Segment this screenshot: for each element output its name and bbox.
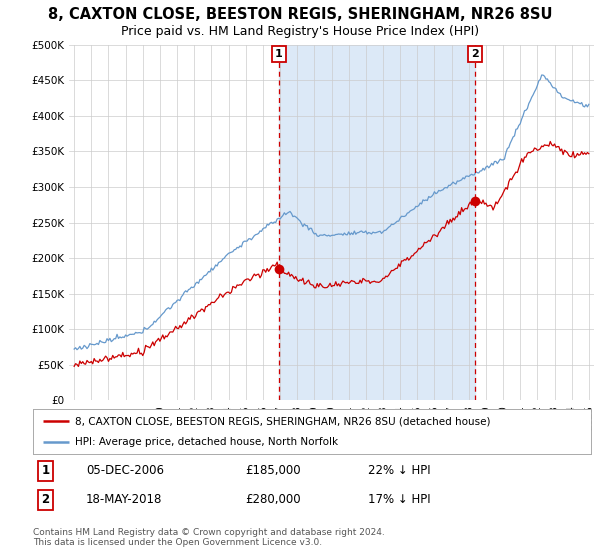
Text: 2: 2 xyxy=(41,493,49,506)
Text: 8, CAXTON CLOSE, BEESTON REGIS, SHERINGHAM, NR26 8SU: 8, CAXTON CLOSE, BEESTON REGIS, SHERINGH… xyxy=(48,7,552,22)
Text: 8, CAXTON CLOSE, BEESTON REGIS, SHERINGHAM, NR26 8SU (detached house): 8, CAXTON CLOSE, BEESTON REGIS, SHERINGH… xyxy=(75,416,490,426)
Text: Contains HM Land Registry data © Crown copyright and database right 2024.
This d: Contains HM Land Registry data © Crown c… xyxy=(33,528,385,547)
Text: 2: 2 xyxy=(472,49,479,59)
Text: 1: 1 xyxy=(275,49,283,59)
Text: 17% ↓ HPI: 17% ↓ HPI xyxy=(368,493,430,506)
Text: HPI: Average price, detached house, North Norfolk: HPI: Average price, detached house, Nort… xyxy=(75,437,338,447)
Text: 22% ↓ HPI: 22% ↓ HPI xyxy=(368,464,430,477)
Text: Price paid vs. HM Land Registry's House Price Index (HPI): Price paid vs. HM Land Registry's House … xyxy=(121,25,479,38)
Text: 18-MAY-2018: 18-MAY-2018 xyxy=(86,493,163,506)
Text: £185,000: £185,000 xyxy=(245,464,301,477)
Text: 1: 1 xyxy=(41,464,49,477)
Text: 05-DEC-2006: 05-DEC-2006 xyxy=(86,464,164,477)
Text: £280,000: £280,000 xyxy=(245,493,301,506)
Bar xyxy=(278,45,475,400)
